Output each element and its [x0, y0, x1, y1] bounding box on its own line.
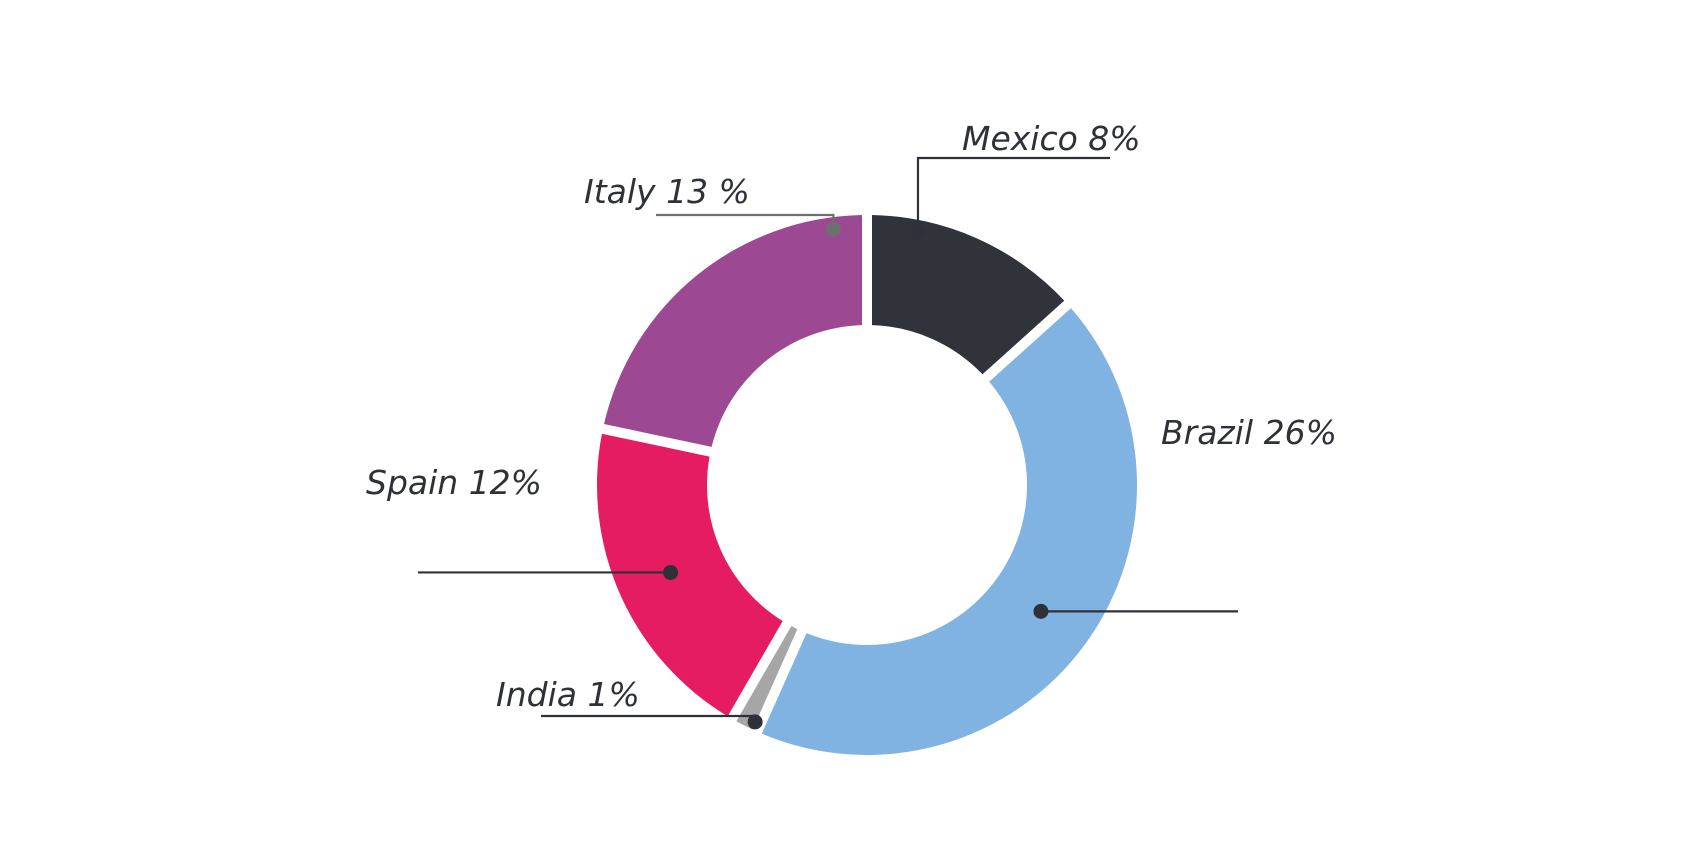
leaders-layer: [418, 156, 1238, 730]
slice-label-brazil: Brazil 26%: [1161, 413, 1337, 452]
slice-label-italy: Italy 13 %: [584, 172, 750, 211]
leader-dot-brazil: [1033, 603, 1049, 619]
slice-label-mexico: Mexico 8%: [962, 119, 1141, 158]
slice-label-spain: Spain 12%: [366, 463, 542, 502]
leader-dot-spain: [663, 564, 679, 580]
labels-layer: Mexico 8% Brazil 26% India 1% Spain 12% Ital…: [366, 119, 1337, 714]
slice-italy: [603, 215, 863, 447]
slice-spain: [597, 433, 783, 717]
slices-layer: [597, 215, 1137, 755]
slice-mexico: [871, 215, 1065, 375]
slice-brazil: [761, 308, 1137, 755]
slice-india: [736, 625, 798, 730]
leader-line-mexico: [916, 156, 1110, 233]
leader-dot-italy: [825, 221, 841, 237]
slice-label-india: India 1%: [496, 675, 640, 714]
leader-dot-mexico: [910, 224, 926, 240]
leader-dot-india: [747, 714, 763, 730]
leader-line-india: [541, 714, 757, 722]
